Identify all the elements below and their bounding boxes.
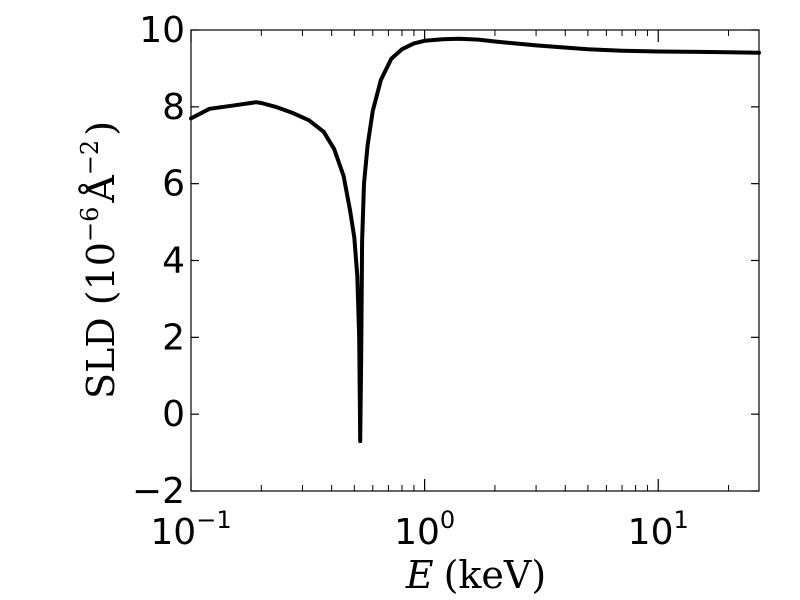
tick-labels-layer: −2 0 2 4 6 8 10 10−1 100 101 (132, 10, 689, 553)
x-tick-label: 101 (628, 506, 689, 553)
x-tick-label: 10−1 (150, 506, 231, 553)
y-tick-label: 0 (162, 394, 185, 435)
y-tick-label: 8 (162, 87, 185, 128)
x-axis-variable: E (405, 553, 434, 597)
y-axis-label-prefix: SLD (10 (79, 242, 123, 399)
x-axis-label: E (keV) (405, 553, 546, 597)
x-axis-unit: (keV) (444, 553, 547, 597)
y-tick-label: 4 (162, 241, 185, 282)
y-axis-label-suffix: ) (79, 121, 123, 136)
y-axis-label-angstrom: Å (79, 175, 123, 204)
x-tick-label: 100 (394, 506, 455, 553)
y-tick-label: 2 (162, 317, 185, 358)
y-axis-label-exp2: −2 (76, 140, 104, 175)
y-axis-label-exp1: −6 (76, 207, 104, 242)
y-axis-label: SLD (10−6 Å−2) (76, 121, 123, 399)
sld-series-line (189, 36, 761, 444)
y-tick-label: −2 (132, 471, 185, 512)
y-tick-label: 6 (162, 164, 185, 205)
y-tick-label: 10 (139, 10, 185, 51)
plot-frame (190, 29, 760, 492)
ticks-layer (190, 29, 759, 492)
